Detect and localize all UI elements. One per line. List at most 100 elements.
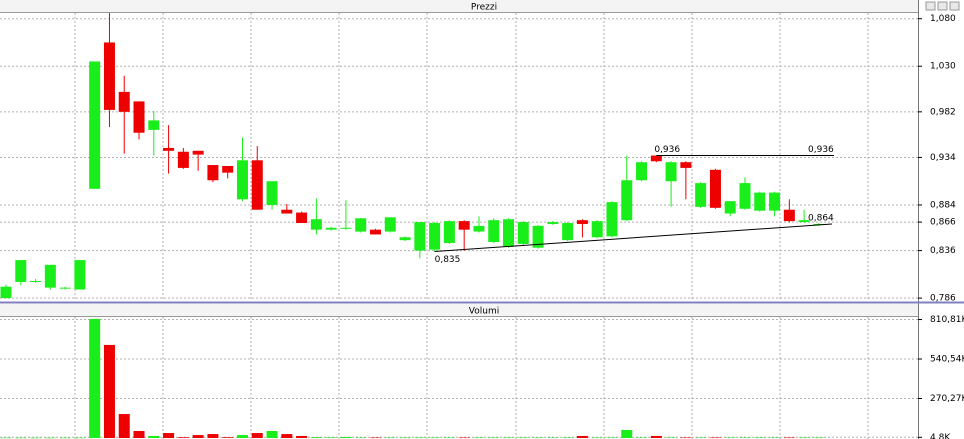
volume-bar bbox=[236, 435, 248, 438]
volume-bar bbox=[340, 436, 352, 438]
candle-body bbox=[473, 225, 485, 232]
candle-body bbox=[399, 237, 411, 241]
trend-line bbox=[434, 223, 833, 253]
y-tick-label: 0,836 bbox=[930, 246, 956, 256]
candle-body bbox=[532, 225, 544, 248]
volume-bar bbox=[547, 437, 559, 439]
candle-body bbox=[163, 147, 175, 151]
volume-bar bbox=[429, 437, 441, 439]
candle-body bbox=[724, 201, 736, 214]
volume-bar bbox=[709, 437, 721, 439]
annotation-label: 0,835 bbox=[435, 255, 461, 265]
volume-bar bbox=[281, 434, 293, 438]
volume-bar bbox=[621, 429, 633, 438]
candle-body bbox=[384, 217, 396, 232]
candle-body bbox=[74, 260, 86, 290]
candle-body bbox=[414, 222, 426, 251]
y-tick-label: 540,54K bbox=[930, 355, 964, 365]
volume-bar bbox=[0, 437, 12, 439]
volume-bar bbox=[606, 437, 618, 439]
volume-title: Volumi bbox=[469, 307, 499, 317]
candle-body bbox=[636, 162, 648, 181]
candle-body bbox=[576, 220, 588, 224]
y-tick-label: 810,81K bbox=[930, 315, 964, 325]
candle-body bbox=[103, 42, 115, 110]
candle-body bbox=[458, 221, 470, 230]
candle-body bbox=[665, 162, 677, 182]
candle-body bbox=[739, 183, 751, 209]
candle-body bbox=[503, 219, 515, 247]
volume-bar bbox=[370, 437, 381, 439]
volume-bar bbox=[783, 437, 795, 439]
candle-body bbox=[606, 202, 618, 237]
volume-bar bbox=[296, 435, 308, 438]
volume-bar bbox=[74, 437, 86, 439]
candle-body bbox=[207, 165, 219, 181]
candle-body bbox=[562, 223, 574, 241]
volume-bar bbox=[813, 437, 825, 439]
volume-bar bbox=[163, 433, 175, 438]
volume-bar bbox=[636, 437, 648, 439]
annotation-label: 0,936 bbox=[808, 145, 834, 155]
candle-body bbox=[340, 227, 352, 229]
volume-bar bbox=[473, 437, 485, 439]
volume-bar bbox=[754, 437, 766, 439]
y-tick-label: 0,884 bbox=[930, 200, 956, 210]
volume-bar bbox=[118, 414, 130, 438]
y-tick-label: 0,786 bbox=[930, 294, 956, 304]
close-button[interactable] bbox=[949, 1, 960, 11]
candle-body bbox=[236, 160, 248, 200]
volume-bar bbox=[443, 437, 455, 439]
volume-bar bbox=[30, 437, 42, 439]
candle-body bbox=[429, 223, 441, 250]
candle-body bbox=[222, 166, 234, 173]
candle-body bbox=[517, 222, 529, 244]
y-tick-label: 1,080 bbox=[930, 14, 956, 24]
candle-body bbox=[310, 219, 322, 230]
volume-bar bbox=[503, 437, 515, 439]
price-title: Prezzi bbox=[471, 3, 497, 13]
candle-body bbox=[0, 286, 12, 299]
volume-bar bbox=[192, 435, 204, 438]
candle-body bbox=[133, 101, 145, 133]
candle-body bbox=[59, 287, 71, 289]
volume-bar bbox=[310, 437, 322, 438]
y-tick-label: 0,934 bbox=[930, 153, 956, 163]
volume-bar bbox=[133, 430, 145, 438]
volume-bar bbox=[562, 437, 574, 439]
volume-bar bbox=[458, 437, 470, 439]
volume-bar bbox=[650, 435, 662, 438]
maximize-button[interactable] bbox=[937, 1, 948, 11]
volume-bar bbox=[488, 437, 500, 439]
candle-body bbox=[547, 222, 559, 224]
candle-body bbox=[443, 221, 455, 243]
candle-body bbox=[370, 229, 381, 235]
y-tick-label: 0,866 bbox=[930, 218, 956, 228]
candle-body bbox=[148, 120, 160, 130]
candle-body bbox=[783, 209, 795, 222]
volume-bar bbox=[739, 437, 751, 439]
volume-title-bar bbox=[0, 304, 918, 316]
volume-bar bbox=[665, 437, 677, 439]
volume-bar bbox=[384, 437, 396, 439]
volume-bar bbox=[591, 437, 603, 439]
candle-body bbox=[30, 280, 42, 282]
candle-body bbox=[251, 160, 263, 210]
minimize-button[interactable] bbox=[925, 1, 936, 11]
price-title-bar bbox=[0, 0, 918, 12]
volume-bar bbox=[177, 437, 189, 438]
candle-body bbox=[177, 151, 189, 168]
volume-bar bbox=[724, 437, 736, 439]
volume-bar bbox=[532, 437, 544, 439]
y-tick-label: 1,030 bbox=[930, 62, 956, 72]
volume-bar bbox=[399, 437, 411, 439]
volume-bar bbox=[103, 344, 115, 438]
candle-body bbox=[266, 181, 278, 205]
volume-bar bbox=[207, 434, 219, 438]
volume-bar bbox=[251, 433, 263, 438]
volume-bar bbox=[798, 437, 810, 439]
volume-bar bbox=[266, 430, 278, 438]
volume-bar bbox=[355, 437, 367, 439]
